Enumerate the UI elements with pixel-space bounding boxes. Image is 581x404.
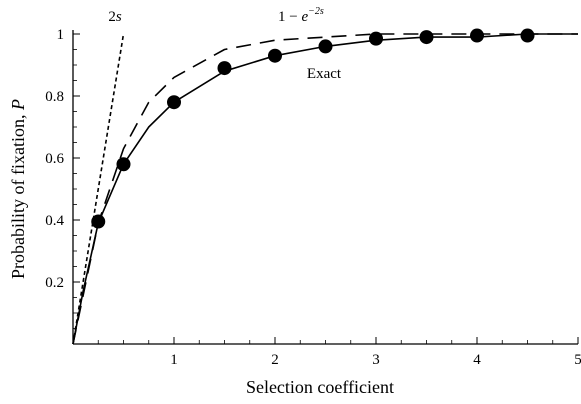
label-exact: Exact: [307, 66, 342, 82]
x-tick-label: 4: [473, 352, 481, 368]
x-axis-title: Selection coefficient: [246, 377, 394, 397]
data-point: [520, 28, 535, 43]
y-tick-label: 0.2: [45, 275, 64, 291]
label-linear-var: s: [116, 9, 122, 25]
label-linear-coef: 2: [108, 9, 116, 25]
data-point: [470, 28, 484, 43]
curve-exact: [72, 33, 578, 345]
x-tick-label: 3: [372, 352, 380, 368]
curve-linear-2s: [72, 33, 125, 345]
data-point: [167, 95, 181, 110]
x-tick-label: 2: [271, 352, 279, 368]
label-exp-curve: 1 − e−2s: [278, 6, 324, 25]
y-axis-title-text: Probability of fixation,: [8, 110, 28, 279]
points: [91, 28, 535, 229]
y-tick-label: 1: [57, 27, 65, 43]
data-point: [318, 39, 333, 54]
data-point: [268, 48, 282, 63]
y-tick-label: 0.6: [45, 151, 64, 167]
data-point: [419, 30, 434, 45]
data-point: [369, 31, 383, 46]
label-exp-sup: −2s: [308, 6, 324, 17]
x-tick-label: 5: [574, 352, 581, 368]
x-tick-label: 1: [170, 352, 178, 368]
data-point: [91, 214, 106, 229]
data-point: [116, 157, 131, 172]
y-axis-title: Probability of fixation, P: [8, 99, 28, 279]
label-linear-2s: 2s: [108, 9, 122, 25]
label-exp-prefix: 1 −: [278, 9, 301, 25]
y-tick-label: 0.8: [45, 89, 64, 105]
ticks: 1 2 3 4 5 0.2 0.4 0.6 0.8 1: [45, 27, 581, 368]
y-axis-title-symbol: P: [8, 99, 28, 111]
y-tick-label: 0.4: [45, 213, 64, 229]
data-point: [217, 61, 232, 76]
label-exp-base: e: [301, 9, 308, 25]
